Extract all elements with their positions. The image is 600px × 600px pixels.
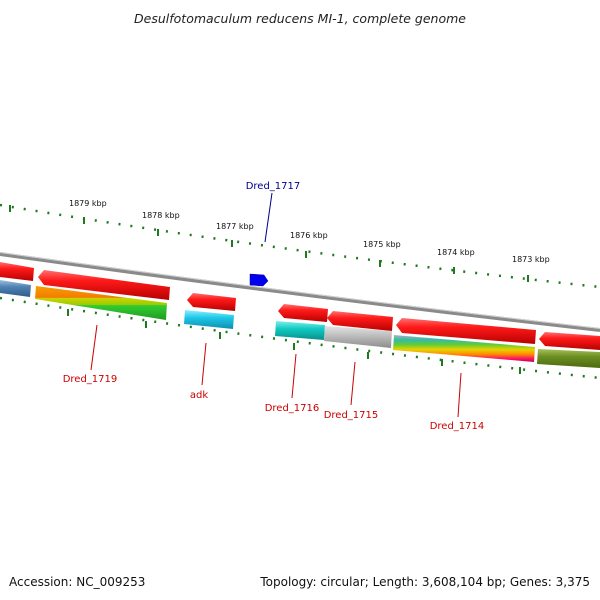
gene-bar[interactable] [324,326,392,348]
map-title: Desulfotomaculum reducens MI-1, complete… [134,11,466,26]
gene-label-dred-1716[interactable]: Dred_1716 [265,403,320,414]
gene-arrow[interactable] [187,293,236,311]
gene-bar[interactable] [393,335,535,362]
kbp-label: 1878 kbp [142,211,180,220]
lower-strand-genes [0,280,600,368]
kbp-labels: 1879 kbp 1878 kbp 1877 kbp 1876 kbp 1875… [69,199,550,264]
leader-line-dred-1715 [350,361,356,406]
gene-bar[interactable] [537,349,600,368]
gene-bar[interactable] [0,280,31,297]
upper-strand-genes [0,262,600,350]
gene-arrow[interactable] [278,304,328,322]
upper-major-ticks [9,205,529,282]
kbp-label: 1876 kbp [290,231,328,240]
leader-line-dred-1717 [264,192,273,243]
leader-line-adk [201,342,207,386]
kbp-label: 1875 kbp [363,240,401,249]
gene-arrow[interactable] [327,311,393,331]
gene-dred-1717[interactable] [249,273,269,287]
kbp-label: 1874 kbp [437,248,475,257]
gene-arrow[interactable] [0,262,34,281]
accession-text: Accession: NC_009253 [9,575,145,589]
gene-label-adk[interactable]: adk [190,390,208,401]
gene-arrow[interactable] [38,270,170,300]
label-leaders [90,192,462,418]
upper-ruler [0,203,600,289]
kbp-label: 1873 kbp [512,255,550,264]
leader-line-dred-1719 [90,324,98,371]
topology-text: Topology: circular; Length: 3,608,104 bp… [259,575,590,589]
gene-labels: Dred_1717 Dred_1719 adk Dred_1716 Dred_1… [63,181,485,432]
leader-line-dred-1714 [457,372,462,418]
gene-label-dred-1715[interactable]: Dred_1715 [324,410,379,421]
gene-label-dred-1714[interactable]: Dred_1714 [430,421,485,432]
gene-arrow[interactable] [396,318,536,344]
leader-line-dred-1716 [291,353,297,399]
gene-label-dred-1719[interactable]: Dred_1719 [63,374,118,385]
gene-bar[interactable] [35,286,167,320]
kbp-label: 1879 kbp [69,199,107,208]
genome-backbone [0,252,600,332]
gene-arrow[interactable] [539,332,600,350]
gene-bar[interactable] [275,321,325,340]
lower-major-ticks [67,309,521,374]
gene-label-dred-1717[interactable]: Dred_1717 [246,181,301,192]
gene-bar[interactable] [184,310,234,329]
kbp-label: 1877 kbp [216,222,254,231]
lower-ruler [0,296,600,380]
genome-backbone-highlight [0,252,600,329]
